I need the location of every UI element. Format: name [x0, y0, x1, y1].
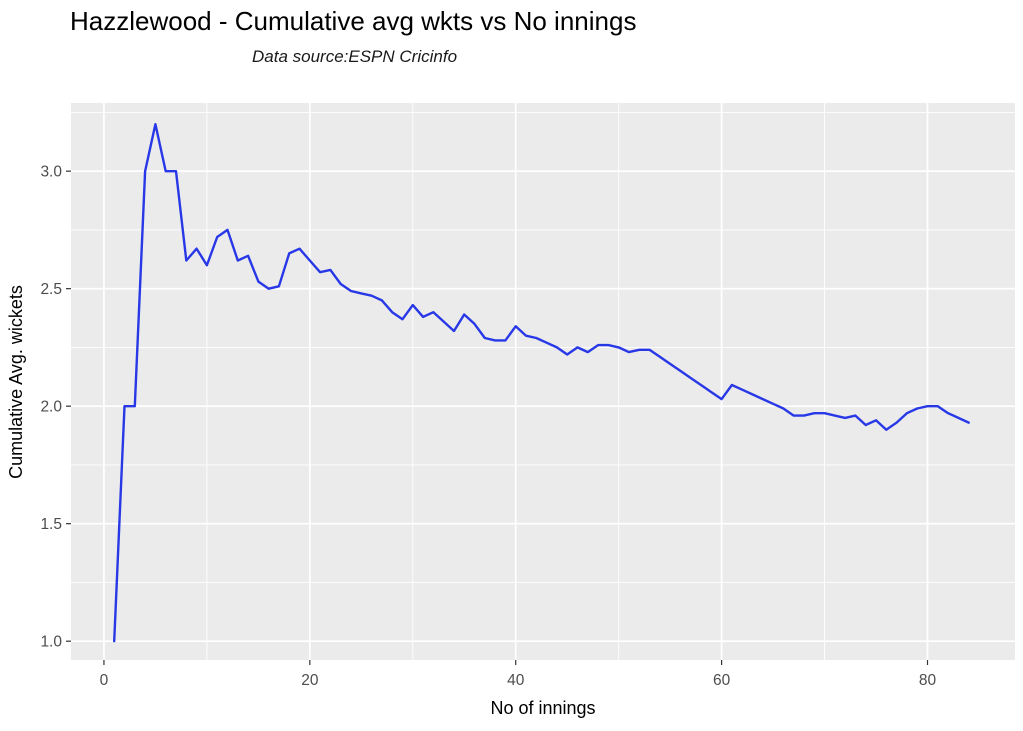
- x-tick-label: 40: [507, 672, 525, 689]
- y-tick-label: 3.0: [40, 164, 62, 181]
- y-tick-label: 2.5: [40, 281, 62, 298]
- chart-title: Hazzlewood - Cumulative avg wkts vs No i…: [70, 6, 637, 36]
- data-line: [112, 122, 970, 643]
- x-tick-label: 20: [301, 672, 319, 689]
- y-axis-title: Cumulative Avg. wickets: [6, 285, 26, 479]
- x-tick-label: 60: [713, 672, 731, 689]
- x-axis-title: No of innings: [490, 698, 595, 718]
- x-tick-label: 0: [100, 672, 109, 689]
- y-tick-label: 2.0: [40, 399, 62, 416]
- plot-panel: [71, 103, 1015, 660]
- y-tick-label: 1.5: [40, 516, 62, 533]
- x-tick-label: 80: [919, 672, 937, 689]
- y-tick-label: 1.0: [40, 634, 62, 651]
- panel-layer: 0 20 40 60 80 1.0 1.5 2.0 2.5 3.0: [40, 103, 1015, 689]
- chart-subtitle: Data source:ESPN Cricinfo: [252, 47, 458, 66]
